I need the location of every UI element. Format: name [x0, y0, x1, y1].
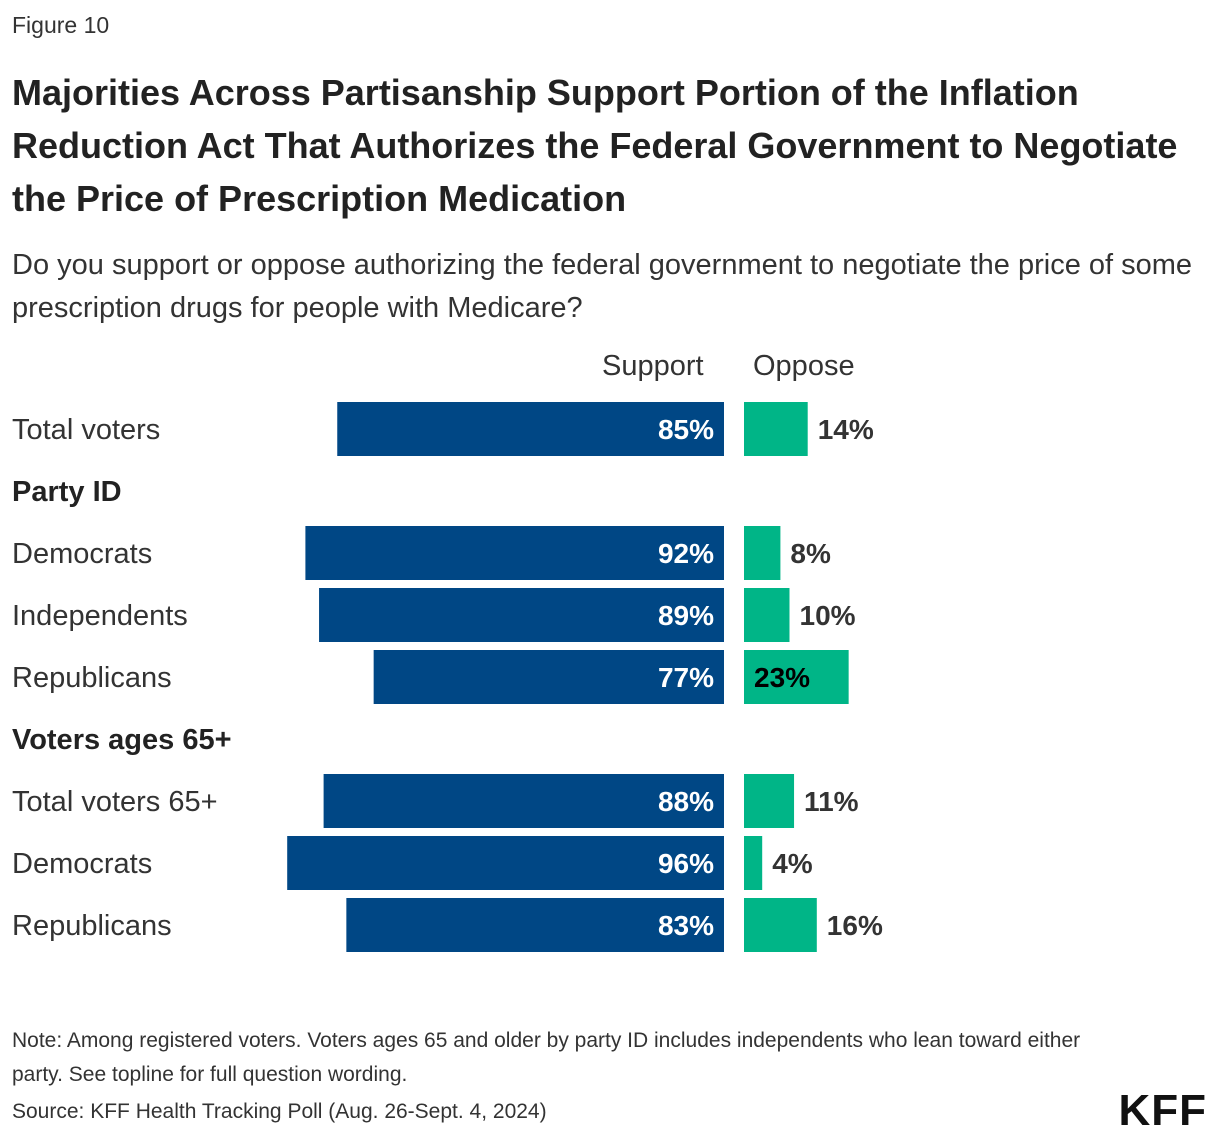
support-bar [323, 774, 724, 828]
chart-subtitle: Do you support or oppose authorizing the… [12, 249, 1193, 324]
support-value-label: 89% [658, 600, 714, 631]
oppose-bar [744, 526, 781, 580]
support-bar [373, 650, 724, 704]
oppose-bar [744, 588, 790, 642]
oppose-value-label: 4% [772, 848, 813, 879]
support-column-header: Support [602, 350, 704, 382]
oppose-bar [744, 898, 817, 952]
support-bar [305, 526, 724, 580]
row-label: Republicans [12, 910, 172, 942]
support-value-label: 88% [658, 786, 714, 817]
support-value-label: 83% [658, 910, 714, 941]
diverging-bar-chart: Total voters 85% 14% Party ID Democrats 92% 8%… [12, 402, 883, 952]
support-value-label: 92% [658, 538, 714, 569]
oppose-column-header: Oppose [753, 350, 855, 382]
oppose-bar [744, 650, 849, 704]
oppose-bar [744, 402, 808, 456]
group-label: Voters ages 65+ [12, 724, 232, 756]
oppose-bar [744, 836, 763, 890]
row-label: Republicans [12, 662, 172, 694]
support-bar [319, 588, 724, 642]
support-bar [287, 836, 724, 890]
chart-source: Source: KFF Health Tracking Poll (Aug. 2… [12, 1100, 547, 1123]
oppose-value-label: 8% [790, 538, 831, 569]
oppose-value-label: 16% [827, 910, 883, 941]
kff-logo: KFF [1118, 1086, 1207, 1135]
row-label: Democrats [12, 848, 152, 880]
row-label: Independents [12, 600, 188, 632]
oppose-bar [744, 774, 795, 828]
oppose-value-label: 11% [804, 786, 859, 817]
oppose-value-label: 23% [754, 662, 810, 693]
support-value-label: 96% [658, 848, 714, 879]
oppose-value-label: 14% [818, 414, 874, 445]
figure-label: Figure 10 [12, 12, 110, 38]
row-label: Democrats [12, 538, 152, 570]
support-value-label: 85% [658, 414, 714, 445]
row-label: Total voters [12, 414, 160, 446]
group-label: Party ID [12, 476, 122, 508]
support-bar [346, 898, 724, 952]
chart-note: Note: Among registered voters. Voters ag… [12, 1029, 1081, 1086]
row-label: Total voters 65+ [12, 786, 218, 818]
oppose-value-label: 10% [800, 600, 856, 631]
support-value-label: 77% [658, 662, 714, 693]
chart-title: Majorities Across Partisanship Support P… [12, 72, 1178, 219]
support-bar [337, 402, 724, 456]
